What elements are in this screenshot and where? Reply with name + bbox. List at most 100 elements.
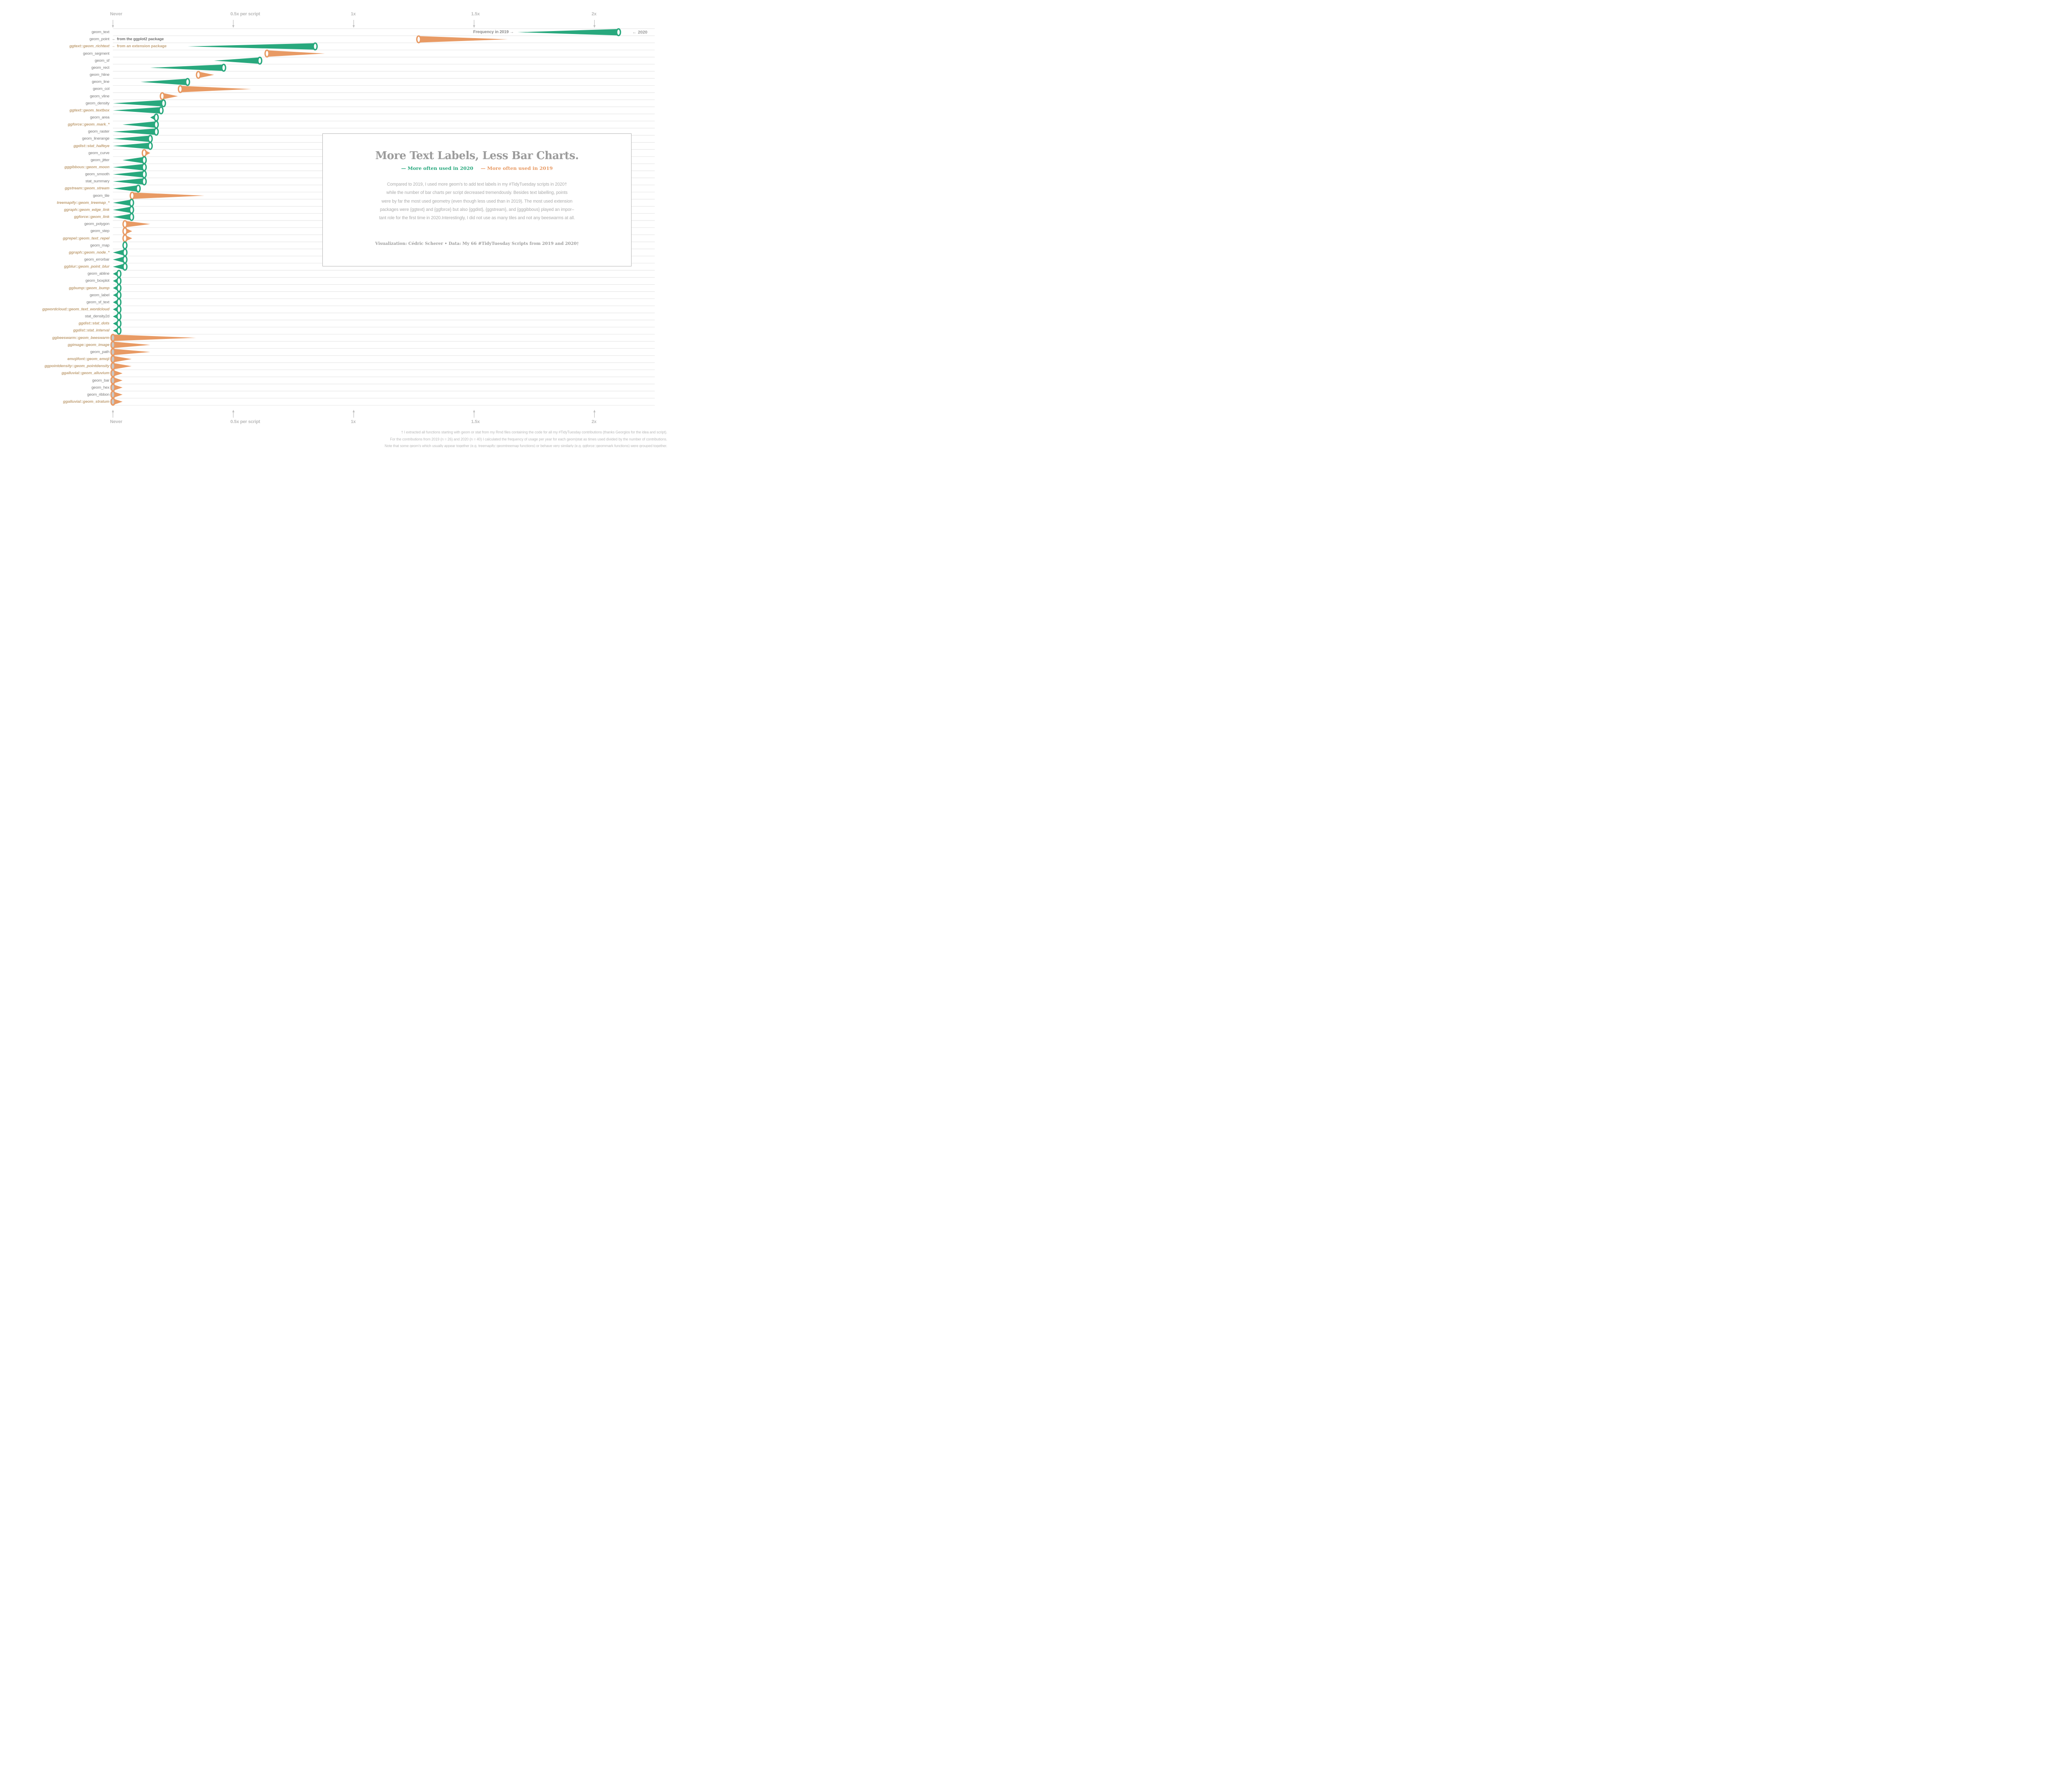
comet-body <box>113 356 132 363</box>
row-label-ggpointdensity-geom-pointdensity: ggpointdensity::geom_pointdensity <box>44 364 110 369</box>
comet-head <box>110 369 116 377</box>
axis-arrowhead-bottom <box>352 410 355 412</box>
row-label-geom-sf-text: geom_sf_text <box>86 300 109 305</box>
comet-head <box>153 113 159 122</box>
comet-body <box>113 256 125 263</box>
comet-head <box>141 163 147 172</box>
comet-head <box>116 319 122 328</box>
comet-body <box>125 221 150 227</box>
row-label-geom-linerange: geom_linerange <box>82 136 109 141</box>
row-label-geom-col: geom_col <box>93 87 109 92</box>
axis-arrowhead-top <box>232 25 235 28</box>
row-label-ggwordcloud-geom-text-wordcloud: ggwordcloud::geom_text_wordcloud <box>42 307 109 312</box>
comet-head <box>141 156 147 164</box>
comet-body <box>113 135 150 142</box>
comet-head <box>221 63 226 72</box>
row-label-geom-area: geom_area <box>90 115 109 120</box>
comet-body <box>113 143 150 149</box>
comet-head <box>129 198 134 207</box>
legend: — More often used in 2020 — More often u… <box>323 165 631 171</box>
comet-head <box>312 42 318 51</box>
row-label-geom-jitter: geom_jitter <box>90 157 109 162</box>
row-label-geom-curve: geom_curve <box>88 150 109 155</box>
comet-head <box>116 291 122 300</box>
x-tick-bottom-1x: 1x <box>351 419 356 424</box>
comet-head <box>116 305 122 314</box>
comet-body <box>113 348 150 356</box>
comet-body <box>113 391 123 398</box>
comet-head <box>161 99 166 107</box>
annotation-extension-package: ← from an extension package <box>112 44 167 48</box>
comet-head <box>122 263 128 271</box>
x-tick-bottom-1-5x: 1.5x <box>471 419 480 424</box>
x-tick-bottom-never: Never <box>110 419 123 424</box>
row-label-geom-text: geom_text <box>92 30 109 35</box>
comet-head <box>116 270 122 278</box>
comet-head <box>257 56 263 65</box>
row-label-ggimage-geom-image: ggimage::geom_image <box>68 342 109 347</box>
row-label-ggraph-geom-node-: ggraph::geom_node_* <box>68 250 109 255</box>
comet-head <box>148 142 153 150</box>
comet-body <box>187 43 315 50</box>
row-label-ggforce-geom-mark-: ggforce::geom_mark_* <box>68 122 110 127</box>
footnote-line-3: Note that some geom's which usually appe… <box>385 444 667 448</box>
annotation-ggplot2-package: ← from the ggplot2 package <box>112 37 164 41</box>
credit-line: Visualization: Cédric Scherer • Data: My… <box>375 242 579 246</box>
x-tick-bottom-2x: 2x <box>591 419 597 424</box>
comet-head <box>110 397 116 406</box>
comet-head <box>129 191 135 200</box>
row-label-ggtext-geom-richtext: ggtext::geom_richtext <box>69 44 109 49</box>
legend-key-2019: — <box>481 165 486 171</box>
row-label-geom-bar: geom_bar <box>92 378 109 383</box>
comet-head <box>116 327 122 335</box>
row-label-ggtext-geom-textbox: ggtext::geom_textbox <box>69 108 109 113</box>
comet-head <box>148 135 153 143</box>
comet-body <box>140 79 188 85</box>
visualization-canvas: geom_text geom_point ggtext::geom_richtext… <box>0 0 671 448</box>
axis-arrowhead-top <box>473 25 475 28</box>
comet-head <box>110 376 116 385</box>
comet-body <box>162 93 178 99</box>
comet-head <box>129 206 134 214</box>
comet-body <box>113 249 125 256</box>
row-label-ggbeeswarm-geom-beeswarm: ggbeeswarm::geom_beeswarm <box>52 335 109 340</box>
comet-head <box>122 241 128 249</box>
row-label-stat-summary: stat_summary <box>85 179 109 184</box>
row-label-emojifont-geom-emoji: emojifont::geom_emoji <box>67 357 110 362</box>
row-label-gggibbous-geom-moon: gggibbous::geom_moon <box>64 165 110 170</box>
comet-head <box>122 255 128 264</box>
comet-head <box>177 85 183 93</box>
comet-body <box>113 178 145 185</box>
axis-arrowhead-bottom <box>593 410 596 412</box>
row-label-geom-smooth: geom_smooth <box>85 172 109 177</box>
chart-title: More Text Labels, Less Bar Charts. <box>375 150 579 162</box>
row-label-stat-density2d: stat_density2d <box>85 314 109 319</box>
comet-body <box>113 370 123 377</box>
axis-arrowhead-top <box>111 25 114 28</box>
comet-head <box>122 234 128 242</box>
row-label-ggstream-geom-stream: ggstream::geom_stream <box>65 186 109 191</box>
row-label-geom-hline: geom_hline <box>90 73 109 77</box>
row-label-ggalluvial-geom-alluvium: ggalluvial::geom_alluvium <box>61 371 110 376</box>
comet-body <box>113 341 150 348</box>
row-label-ggforce-geom-link: ggforce::geom_link <box>74 215 110 220</box>
comet-head <box>141 177 147 186</box>
comet-body <box>122 121 157 128</box>
comet-body <box>267 50 325 57</box>
row-label-geom-raster: geom_raster <box>88 129 109 134</box>
comet-head <box>116 298 122 307</box>
row-label-geom-polygon: geom_polygon <box>84 222 109 227</box>
row-label-geom-line: geom_line <box>92 80 110 85</box>
comet-head <box>136 184 141 193</box>
text-panel: More Text Labels, Less Bar Charts. — Mor… <box>322 133 632 266</box>
comet-head <box>129 213 134 221</box>
row-label-geom-ribbon: geom_ribbon <box>87 392 109 397</box>
comet-body <box>113 128 157 135</box>
comet-head <box>110 341 116 349</box>
legend-item-2019: — More often used in 2019 <box>481 165 553 171</box>
comet-body <box>113 107 161 114</box>
comet-head <box>416 35 421 44</box>
comet-body <box>419 36 508 43</box>
footnote-line-2: For the contributions from 2019 (n = 26)… <box>390 437 667 441</box>
comet-body <box>198 71 214 78</box>
